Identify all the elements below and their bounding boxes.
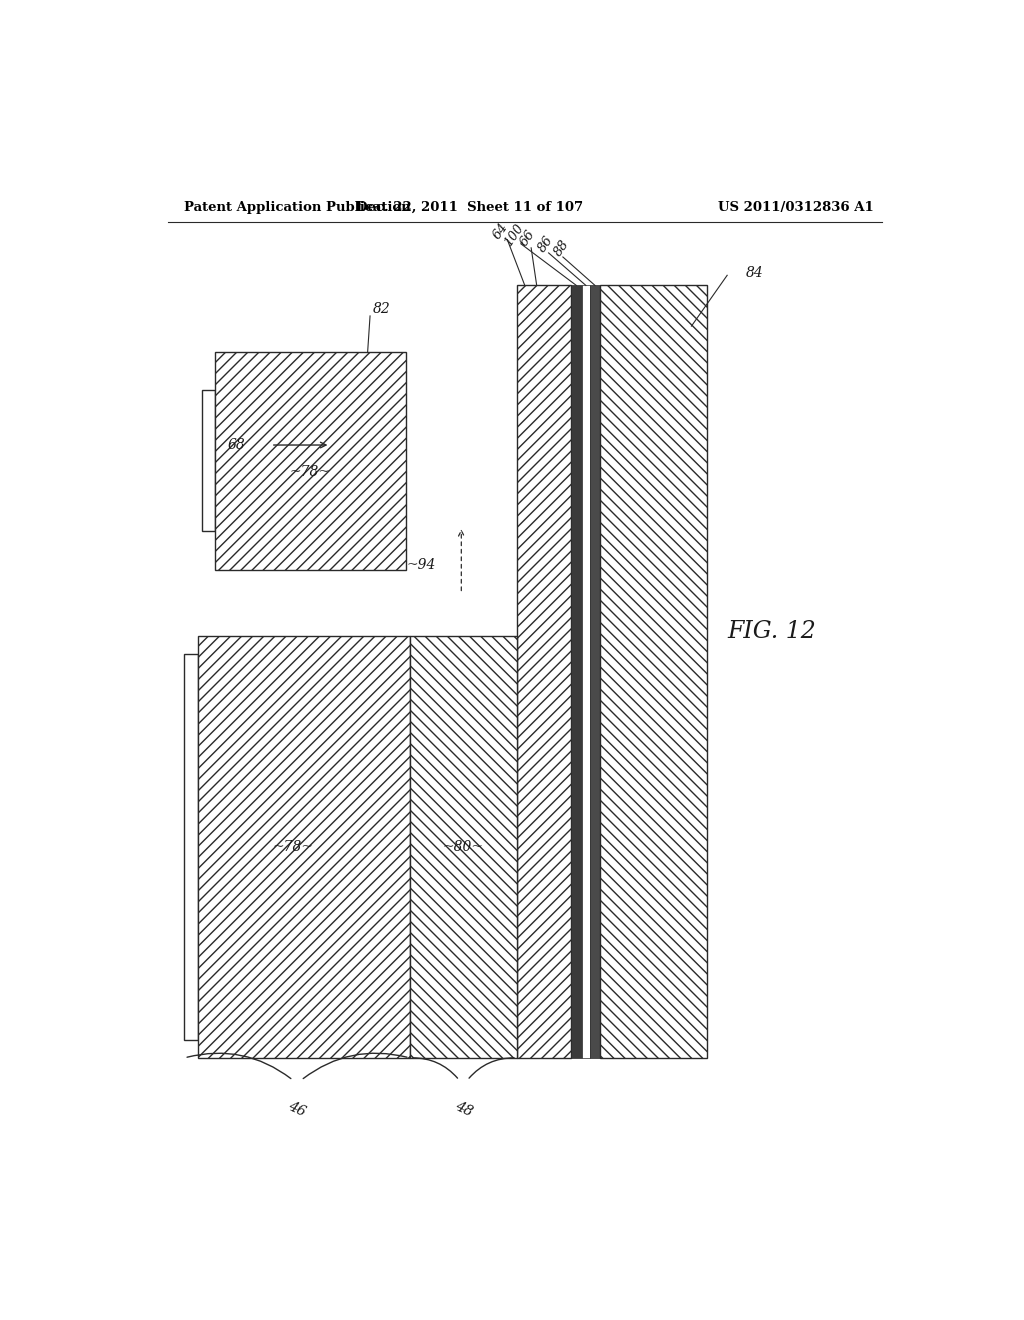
Text: Dec. 22, 2011  Sheet 11 of 107: Dec. 22, 2011 Sheet 11 of 107 bbox=[355, 201, 583, 214]
Bar bbox=[570, 285, 582, 1057]
Text: 46: 46 bbox=[286, 1098, 308, 1119]
Text: 48: 48 bbox=[453, 1098, 474, 1119]
Text: 100: 100 bbox=[503, 222, 526, 249]
Text: 64: 64 bbox=[490, 220, 511, 242]
Bar bbox=[198, 636, 410, 1057]
Text: ~94: ~94 bbox=[407, 558, 436, 572]
Bar bbox=[517, 285, 570, 1057]
Text: ~80~: ~80~ bbox=[442, 840, 483, 854]
Bar bbox=[202, 391, 215, 532]
Text: 84: 84 bbox=[745, 267, 763, 280]
Text: US 2011/0312836 A1: US 2011/0312836 A1 bbox=[718, 201, 873, 214]
Text: 88: 88 bbox=[552, 238, 572, 259]
Text: ~78~: ~78~ bbox=[272, 840, 313, 854]
Text: FIG. 12: FIG. 12 bbox=[727, 619, 816, 643]
Bar bbox=[215, 351, 406, 570]
Text: 66: 66 bbox=[518, 227, 538, 248]
Text: 68: 68 bbox=[227, 438, 246, 451]
Text: Patent Application Publication: Patent Application Publication bbox=[183, 201, 411, 214]
Text: ~78~: ~78~ bbox=[290, 465, 331, 479]
Bar bbox=[184, 655, 198, 1040]
Bar bbox=[410, 636, 517, 1057]
Text: 82: 82 bbox=[373, 302, 391, 315]
Bar bbox=[582, 285, 590, 1057]
Bar bbox=[600, 285, 708, 1057]
Bar bbox=[590, 285, 600, 1057]
Text: 86: 86 bbox=[537, 234, 556, 255]
